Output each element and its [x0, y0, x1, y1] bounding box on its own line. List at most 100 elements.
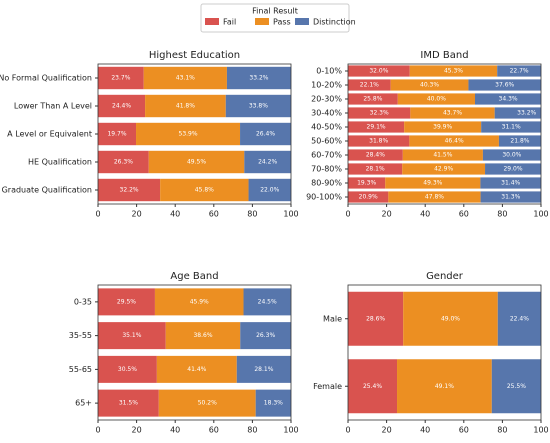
plot: 23.7% 43.1% 33.2% 24.4% 41.8% 33.8% 19.7% 53.9%…	[98, 66, 291, 202]
value-label: 49.0%	[441, 315, 460, 322]
y-tick-label: 30-40%	[311, 109, 342, 118]
value-label: 28.6%	[366, 315, 385, 322]
bar-segment	[348, 93, 398, 105]
value-label: 41.8%	[176, 103, 195, 110]
value-label: 18.3%	[264, 400, 283, 407]
x-tick-label: 0	[95, 210, 100, 219]
bar-segment	[98, 322, 166, 350]
bar-segment	[348, 163, 403, 175]
chart-title: Age Band	[170, 271, 218, 282]
x-tick-label: 0	[95, 426, 100, 435]
value-label: 29.1%	[367, 124, 386, 131]
value-label: 22.7%	[510, 68, 529, 75]
value-label: 20.9%	[359, 194, 378, 201]
x-tick-label: 20	[132, 210, 142, 219]
bar-segment	[348, 79, 391, 91]
value-label: 43.1%	[176, 75, 195, 82]
x-tick-label: 100	[533, 426, 548, 435]
value-label: 30.0%	[502, 152, 521, 159]
bar-segment	[348, 191, 389, 203]
value-label: 24.2%	[258, 159, 277, 166]
value-label: 33.2%	[249, 75, 268, 82]
value-label: 22.1%	[360, 82, 379, 89]
axes-frame	[97, 284, 292, 421]
bar-segment	[485, 163, 541, 175]
plot: 28.6% 49.0% 22.4% 25.4% 49.1% 25.5%	[348, 291, 541, 414]
x-tick-label: 100	[283, 210, 298, 219]
value-label: 30.5%	[118, 366, 137, 373]
y-tick-label: Male	[323, 314, 342, 323]
bar-segment	[348, 177, 386, 189]
value-label: 31.8%	[369, 138, 388, 145]
bar-segment	[226, 66, 291, 90]
value-label: 40.0%	[427, 96, 446, 103]
bar-segment	[136, 122, 241, 146]
y-tick-label: 90-100%	[306, 193, 342, 202]
bar-segment	[390, 79, 469, 91]
bar-segment	[491, 359, 541, 414]
x-tick-label: 80	[497, 426, 507, 435]
bar-segment	[240, 122, 291, 146]
value-label: 21.8%	[510, 138, 529, 145]
bar-segment	[98, 66, 144, 90]
bar-segment	[244, 150, 291, 174]
bar-segment	[402, 149, 483, 161]
value-label: 49.1%	[435, 383, 454, 390]
y-tick-label: Female	[313, 382, 342, 391]
y-tick-label: 65+	[75, 399, 92, 408]
y-tick-label: 80-90%	[311, 179, 342, 188]
y-tick-label: No Formal Qualification	[0, 74, 92, 83]
bar-segment	[98, 178, 161, 202]
value-label: 46.4%	[445, 138, 464, 145]
bar-segment	[98, 288, 155, 316]
bar-segment	[348, 107, 411, 119]
bar-segment	[348, 65, 410, 77]
value-label: 26.4%	[256, 131, 275, 138]
legend-swatch	[295, 18, 309, 25]
bar-segment	[497, 65, 541, 77]
bar-segment	[98, 122, 137, 146]
plot: 29.5% 45.9% 24.5% 35.1% 38.6% 26.3% 30.5% 41.4%…	[98, 288, 291, 417]
value-label: 39.9%	[433, 124, 452, 131]
value-label: 40.3%	[420, 82, 439, 89]
chart-title: Highest Education	[149, 50, 240, 61]
y-tick-label: 60-70%	[311, 151, 342, 160]
bar-segment	[143, 66, 227, 90]
value-label: 45.3%	[444, 68, 463, 75]
bar-segment	[236, 355, 291, 383]
bar-segment	[160, 178, 249, 202]
y-tick-label: 55-65	[69, 365, 92, 374]
bar-segment	[348, 121, 405, 133]
bar-segment	[348, 291, 404, 346]
legend-label: Distinction	[313, 18, 356, 27]
value-label: 28.4%	[366, 152, 385, 159]
value-label: 38.6%	[193, 332, 212, 339]
value-label: 42.9%	[434, 166, 453, 173]
value-label: 25.4%	[363, 383, 382, 390]
bar-segment	[248, 178, 291, 202]
bar-segment	[156, 355, 237, 383]
value-label: 35.1%	[122, 332, 141, 339]
legend-box	[200, 3, 350, 33]
bar-segment	[494, 107, 541, 119]
x-tick-label: 40	[170, 426, 180, 435]
bar-segment	[255, 389, 291, 417]
value-label: 32.2%	[120, 187, 139, 194]
value-label: 53.9%	[179, 131, 198, 138]
x-tick-label: 100	[533, 210, 548, 219]
bar-segment	[498, 135, 541, 147]
legend-label: Fail	[223, 18, 236, 27]
x-tick-label: 100	[283, 426, 298, 435]
bar-segment	[481, 121, 541, 133]
x-tick-label: 80	[247, 426, 257, 435]
bar-segment	[98, 94, 146, 118]
y-tick-label: 50-60%	[311, 137, 342, 146]
value-label: 24.4%	[112, 103, 131, 110]
bar-segment	[468, 79, 541, 91]
value-label: 31.5%	[119, 400, 138, 407]
x-tick-label: 40	[420, 210, 430, 219]
bar-segment	[225, 94, 291, 118]
bar-segment	[240, 322, 291, 350]
bar-segment	[482, 149, 541, 161]
